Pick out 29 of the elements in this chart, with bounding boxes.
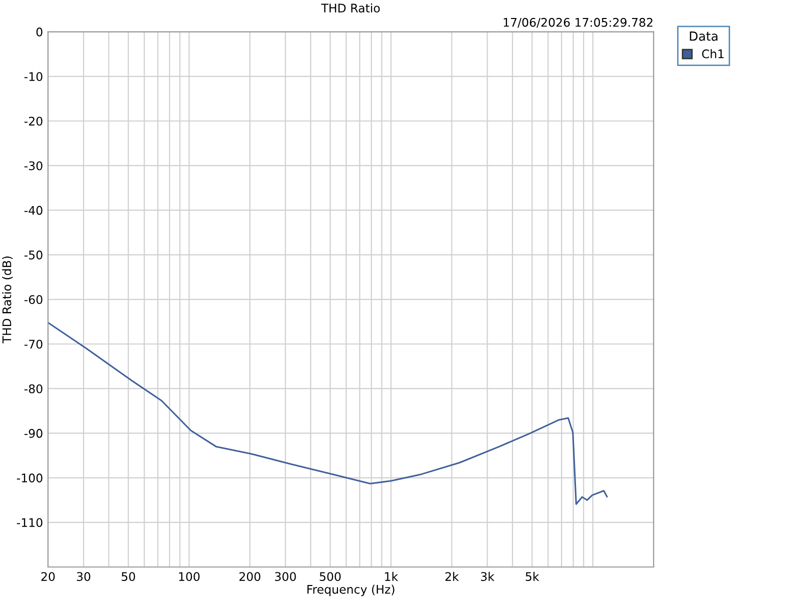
y-tick-label: -20 — [24, 116, 42, 126]
x-axis-title: Frequency (Hz) — [307, 584, 394, 596]
y-tick-label: -80 — [24, 384, 42, 394]
x-tick-label: 30 — [76, 572, 90, 581]
y-tick-label: -50 — [24, 250, 42, 260]
x-tick-label: 500 — [320, 572, 341, 581]
chart-title: THD Ratio — [321, 3, 380, 13]
x-tick-label: 300 — [275, 572, 296, 581]
x-tick-label: 50 — [122, 572, 136, 581]
x-tick-label: 1k — [385, 572, 398, 581]
x-tick-label: 5k — [526, 572, 540, 581]
x-tick-label: 20 — [41, 572, 55, 581]
y-tick-label: -100 — [16, 474, 42, 482]
y-axis-title: THD Ratio (dB) — [2, 256, 13, 344]
x-tick-label: 100 — [179, 572, 200, 581]
legend-label: Ch1 — [702, 49, 724, 58]
y-tick-label: -110 — [16, 518, 42, 528]
y-tick-label: 0 — [36, 28, 42, 36]
y-tick-label: -90 — [24, 428, 42, 438]
x-tick-label: 200 — [239, 572, 260, 581]
x-tick-label: 2k — [445, 572, 459, 581]
text: 17/06/2026 17:05:29.782 — [504, 18, 652, 28]
legend-title: Data — [690, 32, 718, 41]
y-tick-label: -60 — [24, 295, 42, 304]
y-tick-label: -40 — [24, 206, 42, 215]
x-tick-label: 3k — [481, 572, 494, 581]
y-tick-label: -70 — [24, 340, 42, 349]
y-tick-label: -10 — [24, 72, 42, 82]
y-tick-label: -30 — [24, 161, 42, 170]
